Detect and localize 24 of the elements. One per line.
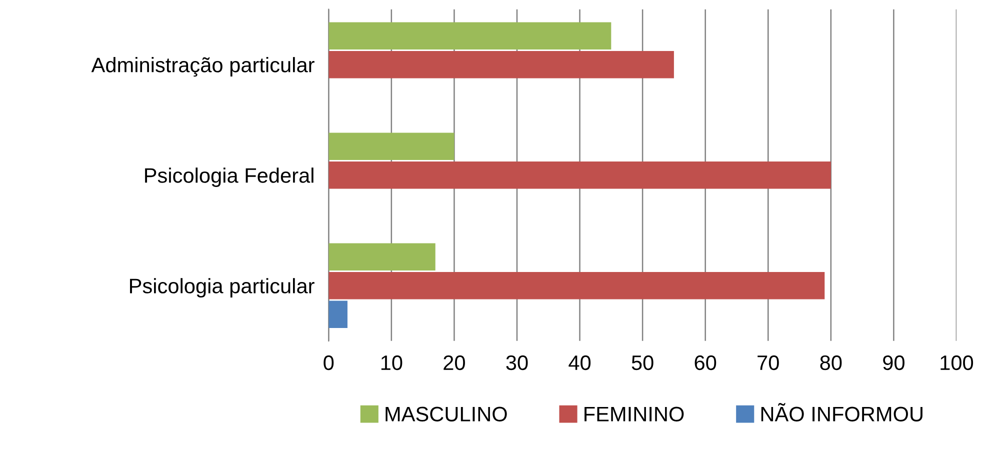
- y-tick-label: Psicologia particular: [130, 278, 314, 298]
- y-tick-label: Administração particular: [91, 57, 314, 77]
- bar: [328, 272, 825, 300]
- legend-label: NÃO INFORMOU: [761, 402, 922, 422]
- x-tick-label: 20: [444, 355, 465, 370]
- x-tick-label: 70: [758, 355, 779, 370]
- legend-label: MASCULINO: [386, 406, 507, 422]
- legend-label: FEMININO: [584, 406, 684, 422]
- x-tick-label: 30: [506, 355, 528, 370]
- x-tick-label: 40: [568, 355, 591, 370]
- bar: [328, 50, 674, 78]
- x-tick-label: 50: [632, 355, 654, 370]
- bar: [328, 300, 348, 328]
- x-tick-label: 80: [820, 355, 842, 370]
- x-tick-label: 60: [694, 355, 716, 370]
- y-tick-label: Psicologia Federal: [145, 168, 314, 187]
- x-tick-label: 10: [381, 355, 402, 370]
- x-tick-label: 90: [883, 355, 904, 370]
- x-tick-label: 100: [940, 355, 974, 370]
- bar: [328, 132, 454, 160]
- x-tick-label: 0: [324, 355, 334, 370]
- bar: [328, 22, 612, 50]
- bar: [328, 161, 831, 189]
- bar: [328, 243, 436, 271]
